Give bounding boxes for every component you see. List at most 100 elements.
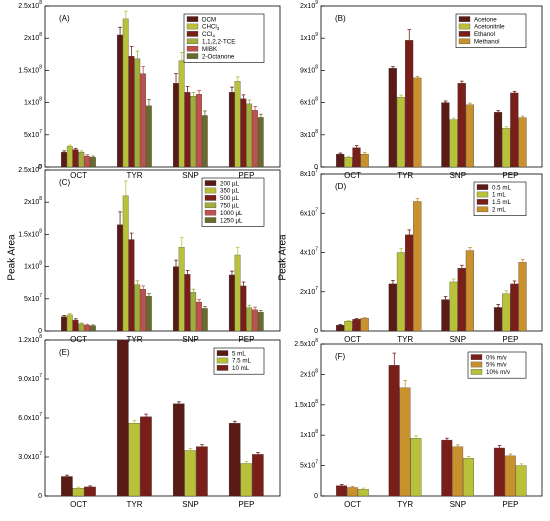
bar bbox=[184, 274, 191, 332]
bar bbox=[510, 283, 519, 332]
y-tick-label: 0 bbox=[38, 164, 42, 171]
legend-label: 1000 µL bbox=[220, 210, 243, 217]
bar bbox=[178, 247, 185, 332]
plot-frame bbox=[44, 5, 281, 168]
x-tick-label: OCT bbox=[70, 500, 87, 509]
y-tick-label: 6x108 bbox=[300, 97, 318, 107]
y-tick-label: 6.0x107 bbox=[18, 412, 42, 422]
bar bbox=[441, 299, 450, 332]
y-axis-label-right: Peak Area bbox=[277, 234, 289, 281]
bar bbox=[452, 446, 464, 497]
legend-swatch bbox=[458, 31, 471, 37]
panel-label: (B) bbox=[335, 14, 346, 23]
legend-label: 350 µL bbox=[220, 188, 240, 195]
panel-b: 0 3x108 6x108 9x108 1x109 2x109 OCT TYR SNP PEP (B… bbox=[300, 0, 543, 180]
panel-label: (C) bbox=[59, 178, 70, 187]
bar bbox=[128, 239, 135, 332]
panel-c: 0 5x107 1x108 1.5x108 2x108 2.5x108 OCT TYR SNP P… bbox=[18, 164, 281, 344]
bar bbox=[240, 285, 247, 332]
bar bbox=[196, 94, 202, 168]
x-tick-label: OCT bbox=[344, 171, 361, 180]
x-tick-label: OCT bbox=[70, 335, 87, 344]
legend-label: 2-Octanone bbox=[202, 53, 235, 60]
y-tick-label: 0 bbox=[314, 164, 318, 171]
bar bbox=[465, 104, 474, 168]
legend-swatch bbox=[186, 31, 199, 37]
x-tick-label: SNP bbox=[182, 500, 198, 509]
legend-label: 500 µL bbox=[220, 195, 240, 202]
bar bbox=[196, 301, 202, 332]
legend-swatch bbox=[186, 38, 199, 45]
bar bbox=[172, 83, 179, 168]
legend-label: 0.5 mL bbox=[492, 184, 511, 191]
y-tick-label: 1.2x108 bbox=[18, 334, 42, 344]
bar bbox=[252, 454, 264, 497]
bar bbox=[128, 423, 141, 497]
legend-label: 1 mL bbox=[492, 192, 506, 199]
y-tick-label: 1x108 bbox=[300, 430, 318, 440]
legend-label: 750 µL bbox=[220, 203, 240, 210]
panel-d: 0 2x107 4x107 6x107 8x107 OCT TYR SNP PEP (D) 0.5 … bbox=[300, 168, 543, 344]
y-tick-label: 3x108 bbox=[300, 129, 318, 139]
bar bbox=[257, 117, 264, 168]
bar bbox=[134, 284, 141, 332]
y-tick-label: 1x108 bbox=[24, 261, 42, 271]
bar bbox=[515, 465, 527, 497]
bar bbox=[344, 321, 353, 332]
y-tick-label: 1.5x108 bbox=[18, 65, 42, 75]
y-tick-label: 5x107 bbox=[300, 460, 318, 470]
bar bbox=[502, 128, 511, 168]
bar bbox=[201, 308, 208, 332]
bar bbox=[89, 157, 96, 168]
y-tick-label: 1x109 bbox=[300, 33, 318, 43]
y-tick-label: 0 bbox=[314, 328, 318, 335]
bar bbox=[465, 250, 474, 332]
panel-label: (F) bbox=[335, 352, 346, 361]
x-tick-label: TYR bbox=[127, 335, 143, 344]
x-tick-label: OCT bbox=[70, 171, 87, 180]
bar bbox=[360, 318, 369, 332]
bar bbox=[228, 92, 235, 168]
bar bbox=[493, 447, 505, 497]
legend-label: 10% m/v bbox=[486, 369, 511, 376]
y-tick-label: 2x108 bbox=[24, 33, 42, 43]
panel-label: (E) bbox=[59, 348, 70, 357]
y-tick-label: 2x109 bbox=[300, 0, 318, 10]
plot-frame bbox=[320, 5, 543, 168]
x-tick-label: PEP bbox=[502, 171, 518, 180]
legend-label: 5 mL bbox=[232, 350, 246, 357]
legend-swatch bbox=[470, 369, 483, 375]
legend-swatch bbox=[186, 53, 199, 59]
plot-frame bbox=[320, 343, 543, 497]
bar bbox=[388, 68, 397, 168]
legend-swatch bbox=[204, 217, 217, 223]
legend-swatch bbox=[204, 187, 217, 194]
legend-swatch bbox=[204, 202, 217, 209]
x-tick-label: SNP bbox=[450, 500, 466, 509]
bar bbox=[190, 292, 197, 332]
bar bbox=[66, 146, 73, 168]
y-tick-label: 2.5x108 bbox=[18, 0, 42, 10]
bar bbox=[201, 115, 208, 168]
bar bbox=[344, 157, 353, 168]
y-tick-label: 9x108 bbox=[300, 65, 318, 75]
legend-swatch bbox=[458, 16, 471, 22]
bar bbox=[252, 309, 258, 332]
bar bbox=[122, 195, 129, 332]
legend-swatch bbox=[470, 354, 483, 360]
legend-label: 1250 µL bbox=[220, 217, 243, 224]
bar bbox=[252, 110, 258, 168]
bar bbox=[405, 40, 414, 168]
bar bbox=[178, 60, 185, 168]
bar bbox=[61, 316, 67, 332]
legend-swatch bbox=[216, 350, 229, 356]
legend-label: 1,1,2,2-TCE bbox=[202, 39, 235, 46]
bar bbox=[388, 283, 397, 332]
x-tick-label: TYR bbox=[127, 171, 143, 180]
panel-f: 0 5x107 1x108 1.5x108 2x108 2.5x108 OCT TYR SNP P… bbox=[294, 338, 543, 509]
y-tick-label: 5x107 bbox=[24, 129, 42, 139]
y-tick-label: 2x107 bbox=[300, 286, 318, 296]
legend-label: 200 µL bbox=[220, 180, 240, 187]
x-tick-label: SNP bbox=[450, 171, 466, 180]
y-axis-label-left: Peak Area bbox=[6, 234, 18, 281]
